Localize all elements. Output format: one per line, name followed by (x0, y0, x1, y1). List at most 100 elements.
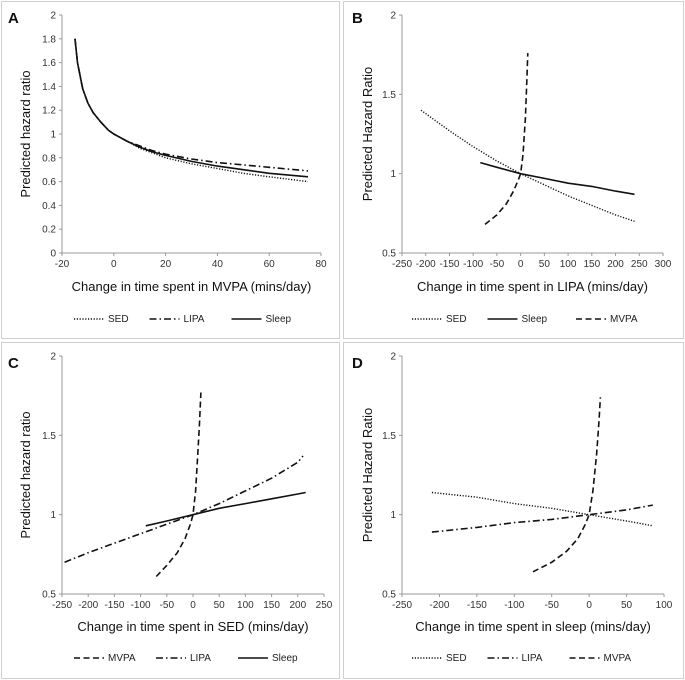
panel-c-letter: C (8, 355, 19, 372)
panel-b-y-tick-label: 1 (390, 169, 396, 180)
panel-b-x-tick-label: 100 (560, 259, 577, 270)
panel-c-x-tick-label: -150 (104, 600, 124, 611)
panel-c-legend-label-mvpa: MVPA (108, 653, 136, 664)
panel-c-legend-label-sleep: Sleep (272, 653, 298, 664)
panel-a-y-tick-label: 0 (50, 249, 56, 260)
panel-c-y-tick-label: 1.5 (42, 431, 56, 442)
panel-d-x-tick-label: -200 (429, 600, 449, 611)
panel-c-series-lipa-line (64, 455, 304, 564)
panel-b-y-tick-label: 2 (390, 11, 396, 22)
panel-b-x-tick-label: -150 (439, 259, 459, 270)
panel-d-x-tick-label: -100 (504, 600, 524, 611)
panel-a-x-tick-label: 40 (212, 259, 224, 270)
panel-b-y-axis-title: Predicted Hazard Ratio (360, 67, 375, 201)
panel-b-x-tick-label: -250 (392, 259, 412, 270)
panel-b-x-tick-label: 0 (518, 259, 524, 270)
panel-a-x-tick-label: 60 (264, 259, 276, 270)
panel-d-series-lipa-line (431, 504, 653, 533)
panel-a-x-tick-label: 20 (160, 259, 172, 270)
panel-a-y-tick-label: 1.4 (42, 82, 56, 93)
panel-d-legend-label-sed: SED (446, 653, 467, 664)
panel-b-x-tick-label: 50 (539, 259, 551, 270)
panel-a: A 0 0.2 0.4 0.6 0.8 1 1.2 1.4 1.6 1.8 2 -20 0 20 40 60 80… (1, 1, 340, 339)
panel-b-letter: B (352, 10, 363, 27)
panel-d-y-tick-label: 0.5 (382, 590, 396, 601)
panel-a-y-tick-label: 2 (50, 11, 56, 22)
panel-c-x-tick-label: 250 (316, 600, 333, 611)
panel-b-legend-label-mvpa: MVPA (610, 314, 638, 325)
panel-d-y-tick-label: 2 (390, 352, 396, 363)
panel-c-y-axis-title: Predicted hazard ratio (18, 411, 33, 538)
panel-a-legend-label-sed: SED (108, 314, 129, 325)
panel-c-x-axis-title: Change in time spent in SED (mins/day) (77, 619, 308, 634)
panel-a-y-tick-label: 1 (50, 130, 56, 141)
panel-c-x-tick-label: 100 (237, 600, 254, 611)
panel-a-y-tick-label: 0.4 (42, 201, 56, 212)
panel-a-letter: A (8, 10, 19, 27)
panel-a-y-tick-label: 1.2 (42, 106, 56, 117)
panel-c-x-tick-label: -250 (52, 600, 72, 611)
panel-a-series-sleep-line (74, 38, 309, 178)
panel-b-y-tick-label: 0.5 (382, 249, 396, 260)
panel-b-x-tick-label: 250 (631, 259, 648, 270)
panel-d-x-tick-label: -150 (467, 600, 487, 611)
panel-d-x-tick-label: -250 (392, 600, 412, 611)
panel-c-y-tick-label: 2 (50, 352, 56, 363)
panel-c-series-mvpa-line (155, 392, 202, 578)
panel-c-chart: C 0.5 1 1.5 2 -250 -200 -150 -100 -50 0 50 100 150 200… (8, 352, 333, 665)
panel-c-series-sleep-line (145, 491, 306, 527)
panel-d-x-tick-label: 0 (586, 600, 592, 611)
panel-d-x-axis-title: Change in time spent in sleep (mins/day) (415, 619, 651, 634)
panel-b-x-tick-label: 200 (607, 259, 624, 270)
panel-c-x-tick-label: -100 (131, 600, 151, 611)
panel-d-y-tick-label: 1 (390, 510, 396, 521)
panel-c-legend-label-lipa: LIPA (190, 653, 211, 664)
panel-d-x-tick-label: 100 (656, 600, 673, 611)
panel-b-x-tick-label: 300 (655, 259, 672, 270)
panel-c-x-tick-label: 0 (190, 600, 196, 611)
panel-b-x-tick-label: -50 (490, 259, 505, 270)
panel-a-y-axis-title: Predicted hazard ratio (18, 70, 33, 197)
panel-a-chart: A00.20.40.60.811.21.41.61.82-20 0 20 40 60 80… (8, 10, 327, 325)
panel-b-x-tick-label: -200 (416, 259, 436, 270)
panel-b-series-sleep-line (480, 161, 635, 196)
panel-b-series-mvpa-line (484, 53, 529, 226)
panel-a-x-tick-label: 0 (111, 259, 117, 270)
panel-a-legend-label-lipa: LIPA (184, 314, 205, 325)
panel-a-y-tick-label: 1.6 (42, 58, 56, 69)
panel-a-y-tick-label: 0.2 (42, 225, 56, 236)
panel-c-x-tick-label: 200 (289, 600, 306, 611)
panel-c-x-tick-label: -200 (78, 600, 98, 611)
panel-d-legend-label-mvpa: MVPA (604, 653, 632, 664)
panel-b-legend-label-sleep: Sleep (522, 314, 548, 325)
panel-d-legend-label-lipa: LIPA (522, 653, 543, 664)
panel-a-series-sed-line (74, 38, 309, 183)
panel-b-chart: B 0.5 1 1.5 2 -250 -200 -150 -100 -50 0 50 100 150 200… (352, 10, 672, 325)
panel-c-y-tick-label: 0.5 (42, 590, 56, 601)
panel-c-x-tick-label: 50 (214, 600, 226, 611)
panel-d-y-tick-label: 1.5 (382, 431, 396, 442)
panel-c-x-tick-label: -50 (160, 600, 175, 611)
panel-b-y-tick-label: 1.5 (382, 90, 396, 101)
panel-a-y-tick-label: 1.8 (42, 34, 56, 45)
panel-a-y-tick-label: 0.6 (42, 177, 56, 188)
panel-b-series-sed-line (420, 109, 635, 222)
panel-a-series-lipa-line (74, 38, 309, 172)
panel-d-series-sed-line (431, 491, 653, 527)
panel-d-y-axis-title: Predicted Hazard Ratio (360, 408, 375, 542)
panel-b-x-tick-label: 150 (583, 259, 600, 270)
panel-b: B 0.5 1 1.5 2 -250 -200 -150 -100 -50 0 50 100 150 200… (343, 1, 684, 339)
panel-d-x-tick-label: 50 (621, 600, 633, 611)
panel-c: C 0.5 1 1.5 2 -250 -200 -150 -100 -50 0 50 100 150 200… (1, 342, 340, 679)
panel-d-chart: D 0.5 1 1.5 2 -250 -200 -150 -100 -50 0 50 100 Change… (352, 352, 673, 665)
panel-c-y-tick-label: 1 (50, 510, 56, 521)
panel-c-x-tick-label: 150 (263, 600, 280, 611)
panel-b-legend-label-sed: SED (446, 314, 467, 325)
panel-a-x-axis-title: Change in time spent in MVPA (mins/day) (72, 279, 312, 294)
panel-b-x-axis-title: Change in time spent in LIPA (mins/day) (417, 279, 648, 294)
panel-a-y-tick-label: 0.8 (42, 153, 56, 164)
panel-d-series-mvpa-line (532, 397, 602, 573)
panel-a-legend-label-sleep: Sleep (266, 314, 292, 325)
panel-a-x-tick-label: -20 (55, 259, 70, 270)
panel-b-x-tick-label: -100 (463, 259, 483, 270)
